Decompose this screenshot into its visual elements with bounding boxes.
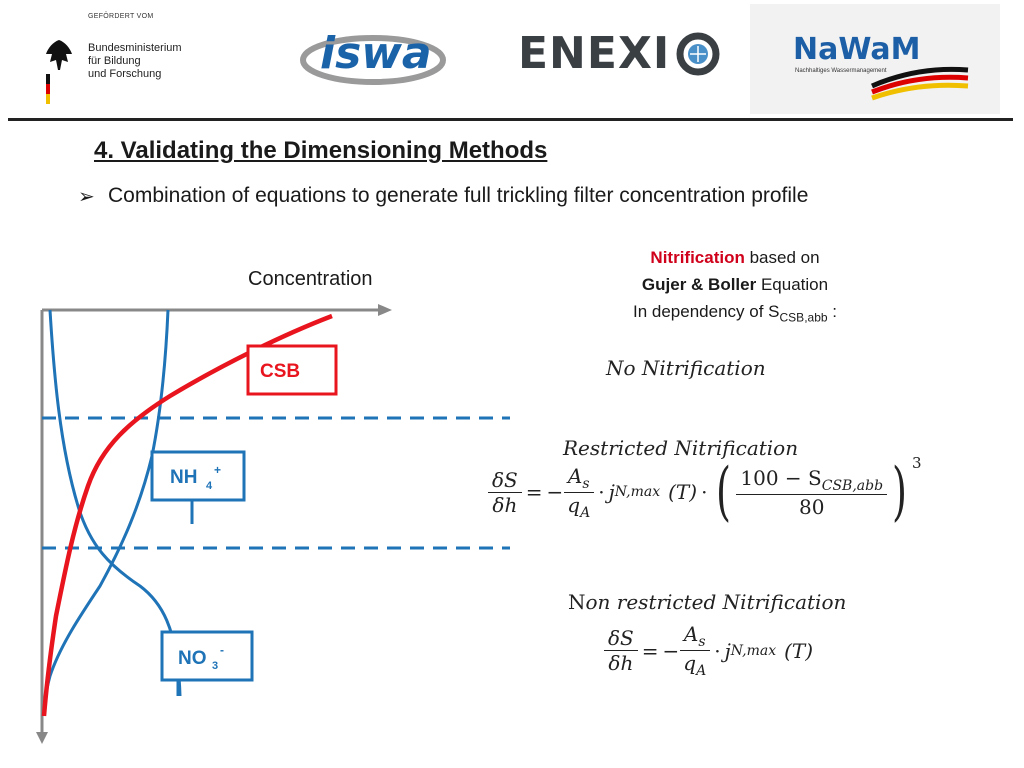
as-qa-fraction: As qA bbox=[563, 464, 594, 521]
j-subscript: N,max bbox=[614, 484, 661, 500]
equals-sign-2: = bbox=[641, 638, 659, 663]
x-axis-arrowhead bbox=[378, 304, 392, 316]
restricted-nitrification-heading: Restricted Nitrification bbox=[563, 436, 799, 460]
ds-dh-fraction: δS δh bbox=[488, 468, 522, 517]
y-axis-arrowhead bbox=[36, 732, 48, 744]
as-symbol-2: A bbox=[683, 622, 699, 646]
as-subscript: s bbox=[582, 475, 590, 492]
dot-operator-2: · bbox=[701, 480, 708, 504]
ds-numerator: δS bbox=[488, 468, 522, 493]
nh4-label-box bbox=[150, 450, 246, 502]
nitrification-line-2: Gujer & Boller Equation bbox=[560, 271, 910, 298]
concentration-profile-diagram: CSB NH 4 + NO 3 - bbox=[36, 304, 510, 744]
iswa-logo: iswa bbox=[320, 28, 432, 79]
qa-subscript: A bbox=[580, 504, 591, 521]
enexio-o-icon bbox=[676, 32, 720, 76]
non-restricted-prefix: N bbox=[568, 590, 586, 614]
dot-operator: · bbox=[598, 480, 605, 504]
csb-numerator-subscript: CSB,abb bbox=[821, 477, 884, 494]
csb-fraction: 100 − SCSB,abb 80 bbox=[736, 465, 888, 519]
restricted-equation: δS δh = − As qA · j N,max (T) · ( 100 − S… bbox=[488, 454, 922, 529]
equals-sign: = bbox=[525, 480, 543, 504]
nh4-label-superscript: + bbox=[214, 463, 221, 477]
ds-numerator-2: δS bbox=[604, 626, 638, 651]
left-paren: ( bbox=[716, 455, 732, 529]
nitrification-line-3: In dependency of SCSB,abb : bbox=[560, 298, 910, 331]
slide-title: 4. Validating the Dimensioning Methods bbox=[94, 137, 548, 164]
nitrification-keyword: Nitrification bbox=[650, 248, 745, 267]
as-symbol: A bbox=[567, 463, 583, 488]
csb-numerator: 100 − S bbox=[740, 465, 822, 490]
ministry-line-2: für Bildung bbox=[88, 55, 141, 67]
funder-caption: GEFÖRDERT VOM bbox=[88, 13, 154, 20]
temperature-term-2: (T) bbox=[784, 638, 814, 663]
csb-denominator: 80 bbox=[799, 494, 825, 519]
temperature-term: (T) bbox=[668, 480, 698, 504]
right-paren: ) bbox=[892, 455, 908, 529]
j-symbol-2: j bbox=[724, 638, 731, 663]
nawam-logo: NaWaM bbox=[793, 32, 921, 67]
qa-subscript-2: A bbox=[696, 663, 707, 679]
qa-symbol: q bbox=[567, 492, 581, 517]
csb-label-box bbox=[246, 344, 338, 396]
no3-label-superscript: - bbox=[220, 643, 224, 657]
minus-sign: − bbox=[546, 480, 564, 504]
as-subscript-2: s bbox=[698, 634, 706, 650]
non-restricted-rest: on restricted Nitrification bbox=[585, 590, 847, 614]
no-nitrification-heading: No Nitrification bbox=[606, 356, 766, 380]
nh4-curve bbox=[42, 309, 170, 717]
minus-sign-2: − bbox=[662, 638, 680, 663]
no3-label-subscript: 3 bbox=[212, 660, 218, 672]
j-symbol: j bbox=[608, 480, 615, 504]
ds-dh-fraction-2: δS δh bbox=[604, 626, 638, 675]
dh-denominator: δh bbox=[492, 492, 518, 517]
csb-label: CSB bbox=[260, 361, 300, 382]
no3-label-box bbox=[160, 630, 254, 682]
dot-operator-3: · bbox=[714, 638, 721, 663]
no3-curve bbox=[48, 309, 182, 697]
enexio-logo: ENEXI bbox=[518, 28, 671, 79]
gujer-boller: Gujer & Boller bbox=[641, 275, 757, 294]
cube-exponent: 3 bbox=[912, 454, 922, 472]
equation-word: Equation bbox=[756, 275, 829, 294]
dependency-subscript: CSB,abb bbox=[779, 310, 828, 325]
header-divider bbox=[8, 118, 1013, 121]
nitrification-line-1: Nitrification based on bbox=[560, 244, 910, 271]
nawam-subtitle: Nachhaltiges Wassermanagement bbox=[795, 68, 887, 74]
nitrification-line-1-rest: based on bbox=[744, 248, 820, 267]
bullet-arrow-icon: ➢ bbox=[78, 186, 95, 208]
nh4-label-subscript: 4 bbox=[206, 480, 213, 492]
ministry-name: Bundesministerium für Bildung und Forsch… bbox=[88, 42, 182, 81]
iswa-swoosh-icon bbox=[300, 35, 446, 85]
nh4-label: NH bbox=[170, 467, 197, 488]
dependency-text: In dependency of S bbox=[633, 302, 780, 321]
federal-eagle-icon bbox=[46, 40, 72, 104]
bullet-text: Combination of equations to generate ful… bbox=[108, 184, 809, 207]
csb-curve bbox=[41, 313, 333, 717]
non-restricted-nitrification-heading: Non restricted Nitrification bbox=[568, 590, 846, 614]
german-flag-swoosh-icon bbox=[871, 66, 969, 101]
dh-denominator-2: δh bbox=[608, 651, 634, 675]
j-subscript-2: N,max bbox=[730, 642, 777, 659]
concentration-axis-label: Concentration bbox=[248, 268, 373, 290]
nitrification-description: Nitrification based on Gujer & Boller Eq… bbox=[560, 244, 910, 331]
no3-label: NO bbox=[178, 648, 207, 669]
ministry-line-3: und Forschung bbox=[88, 68, 162, 80]
dependency-colon: : bbox=[827, 302, 837, 321]
as-qa-fraction-2: As qA bbox=[679, 622, 710, 679]
ministry-line-1: Bundesministerium bbox=[88, 42, 182, 54]
qa-symbol-2: q bbox=[683, 651, 697, 675]
non-restricted-equation: δS δh = − As qA · j N,max (T) bbox=[604, 622, 813, 679]
